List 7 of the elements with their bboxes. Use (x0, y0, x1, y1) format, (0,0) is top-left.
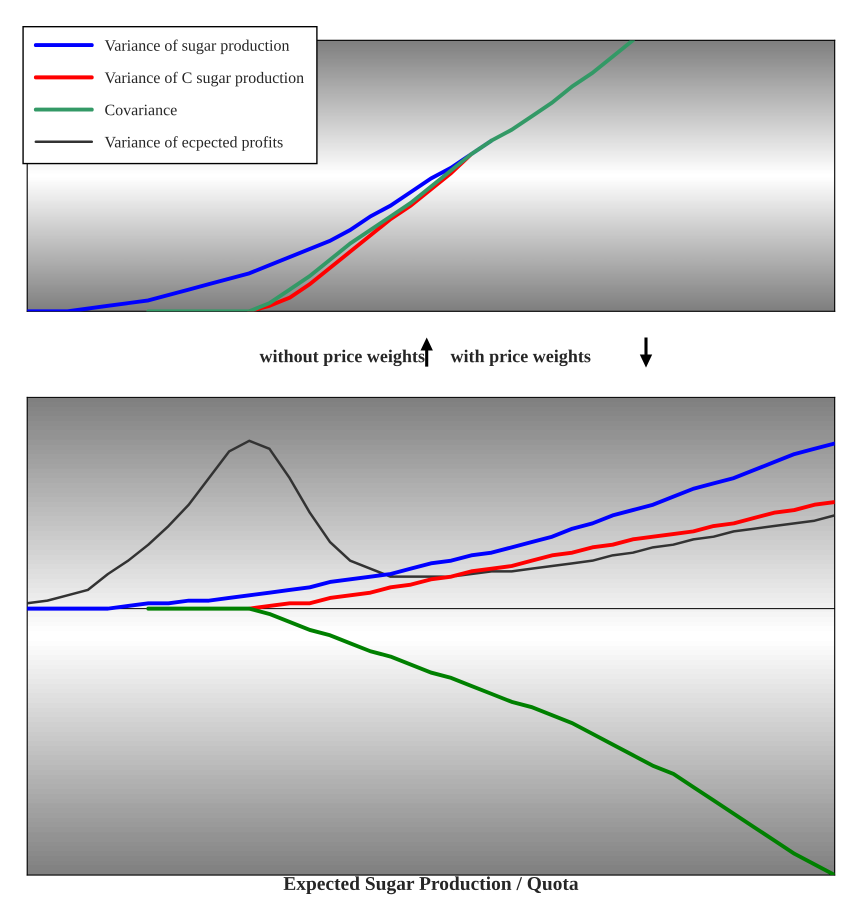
text: with price weights (450, 350, 590, 366)
legend-label: Variance of sugar production (104, 39, 290, 54)
legend-label: Variance of C sugar production (104, 72, 304, 86)
legend-label: Covariance (105, 104, 177, 116)
x-axis-title: Expected Sugar Production / Quota (284, 876, 578, 894)
text: without price weights (260, 350, 425, 366)
legend-label: Variance of ecpected profits (104, 136, 283, 151)
